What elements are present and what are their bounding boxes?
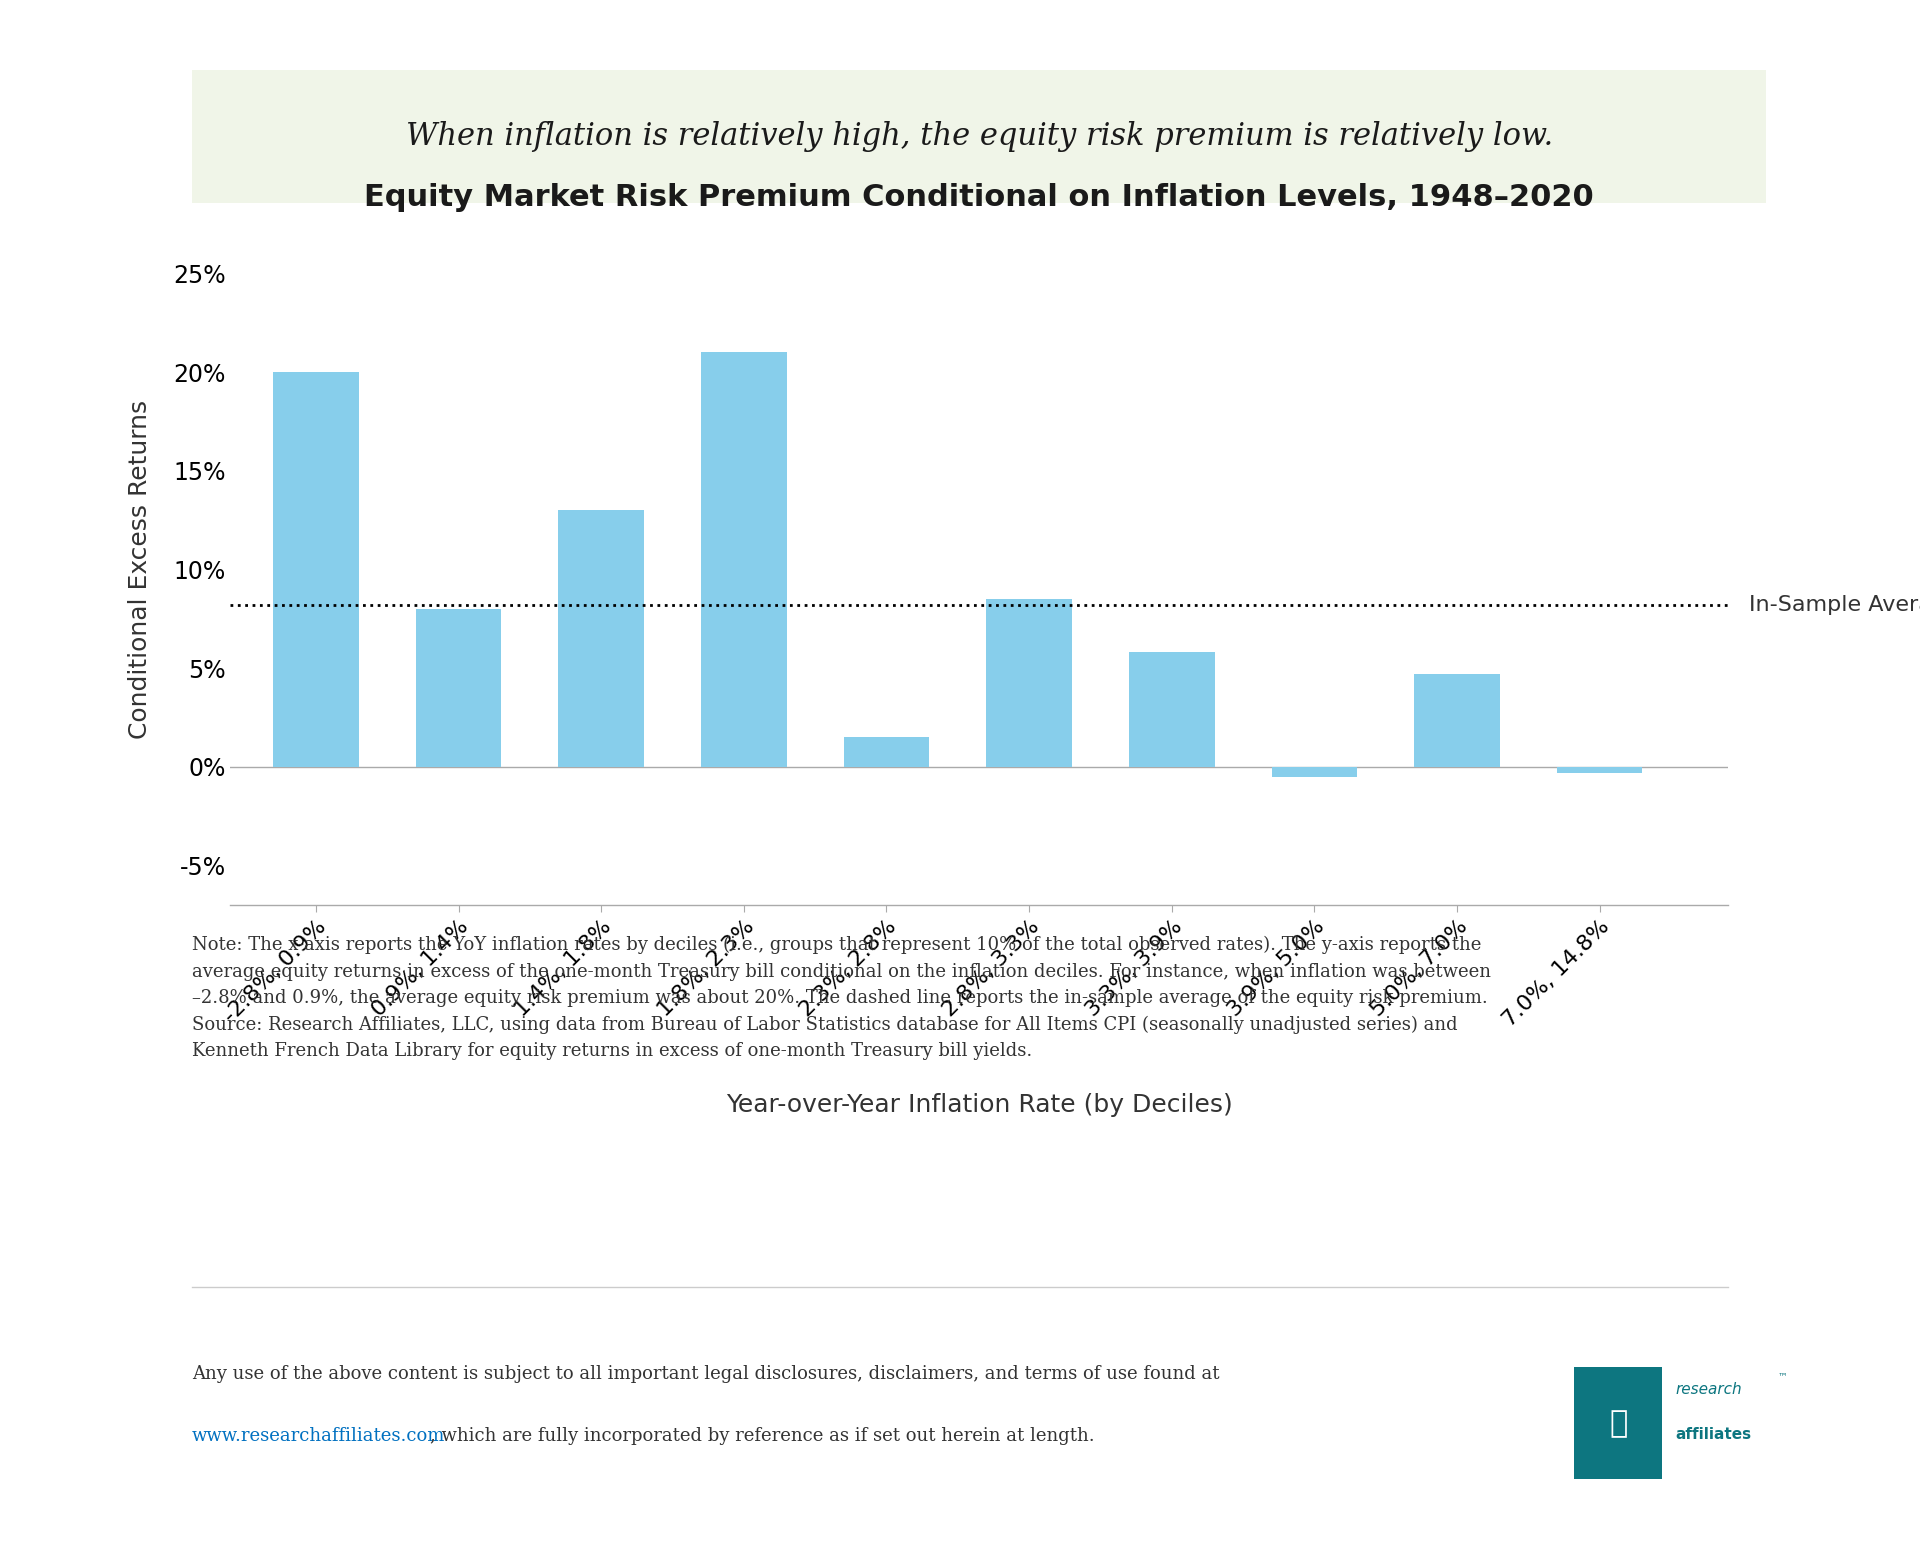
Text: Any use of the above content is subject to all important legal disclosures, disc: Any use of the above content is subject …	[192, 1365, 1219, 1384]
Y-axis label: Conditional Excess Returns: Conditional Excess Returns	[129, 399, 152, 739]
Text: In-Sample Average: In-Sample Average	[1749, 594, 1920, 615]
Text: Note: The x-axis reports the YoY inflation rates by deciles (i.e., groups that r: Note: The x-axis reports the YoY inflati…	[192, 936, 1492, 1061]
Text: research: research	[1676, 1382, 1743, 1398]
Title: Equity Market Risk Premium Conditional on Inflation Levels, 1948–2020: Equity Market Risk Premium Conditional o…	[365, 183, 1594, 212]
Text: ⧉: ⧉	[1609, 1410, 1628, 1438]
Bar	[417, 608, 501, 766]
Bar	[987, 599, 1071, 766]
Bar	[701, 353, 787, 766]
Text: , which are fully incorporated by reference as if set out herein at length.: , which are fully incorporated by refere…	[430, 1427, 1094, 1446]
Text: When inflation is relatively high, the equity risk premium is relatively low.: When inflation is relatively high, the e…	[405, 122, 1553, 151]
Text: ™: ™	[1778, 1371, 1788, 1381]
Text: www.researchaffiliates.com: www.researchaffiliates.com	[192, 1427, 445, 1446]
Bar	[1129, 652, 1215, 766]
Text: affiliates: affiliates	[1676, 1427, 1751, 1441]
X-axis label: Year-over-Year Inflation Rate (by Deciles): Year-over-Year Inflation Rate (by Decile…	[726, 1094, 1233, 1117]
Bar	[1415, 674, 1500, 766]
Bar	[273, 373, 359, 766]
Bar	[843, 738, 929, 766]
FancyBboxPatch shape	[1574, 1367, 1663, 1479]
Bar	[1271, 766, 1357, 777]
FancyBboxPatch shape	[192, 70, 1766, 203]
Bar	[1557, 766, 1642, 772]
Bar	[559, 510, 643, 766]
